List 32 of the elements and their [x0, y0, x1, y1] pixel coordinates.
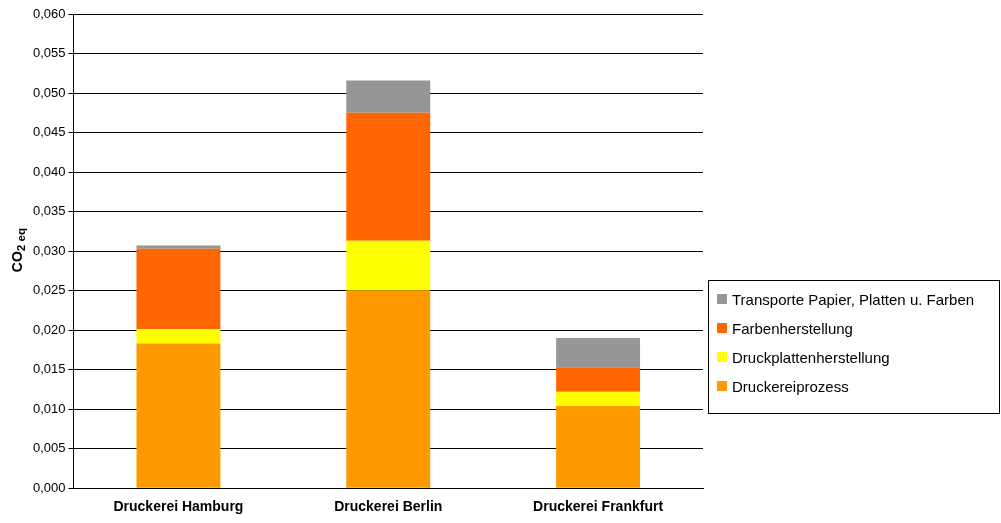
bar [346, 240, 431, 291]
y-tick-label: 0,015 [32, 361, 66, 377]
y-tick-label: 0,055 [32, 45, 66, 61]
y-tick-label: 0,025 [32, 282, 66, 298]
x-tick-label: Druckerei Hamburg [113, 498, 244, 515]
bar [136, 245, 221, 249]
y-tick-label: 0,060 [32, 5, 66, 21]
y-tick-label: 0,040 [32, 163, 66, 179]
bar [556, 338, 641, 368]
bar [556, 391, 641, 407]
legend-label: Farbenherstellung [732, 320, 853, 337]
bar [136, 248, 221, 330]
x-tick-label: Druckerei Berlin [334, 498, 443, 515]
bar [346, 290, 431, 488]
y-tick-label: 0,030 [32, 242, 66, 258]
bar [136, 343, 221, 488]
bar [556, 406, 641, 488]
legend-label: Druckplattenherstellung [732, 349, 890, 366]
legend-label: Transporte Papier, Platten u. Farben [732, 291, 975, 308]
legend-label: Druckereiprozess [732, 378, 849, 395]
y-tick-label: 0,005 [32, 440, 66, 456]
bar [346, 112, 431, 241]
y-tick-label: 0,045 [32, 124, 66, 140]
y-tick-label: 0,035 [32, 203, 66, 219]
y-tick-label: 0,020 [32, 321, 66, 337]
y-tick-label: 0,050 [32, 84, 66, 100]
x-tick-label: Druckerei Frankfurt [533, 498, 664, 515]
y-tick-label: 0,010 [32, 400, 66, 416]
bar [346, 80, 431, 113]
bar [556, 367, 641, 392]
bar [136, 329, 221, 344]
y-tick-label: 0,000 [32, 479, 66, 495]
